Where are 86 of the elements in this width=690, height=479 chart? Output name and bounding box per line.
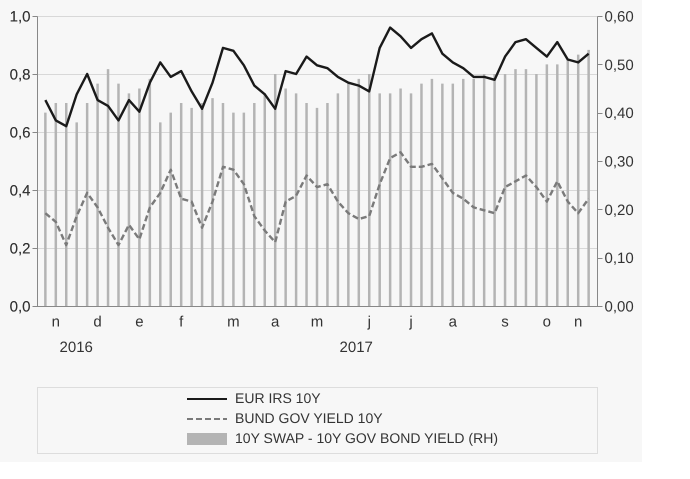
bar xyxy=(556,64,559,306)
y-tick-label: 0,4 xyxy=(10,182,30,200)
bar xyxy=(222,103,224,306)
y-tick-label: 0,0 xyxy=(10,298,30,316)
bar xyxy=(493,74,496,306)
bar xyxy=(264,93,266,306)
bar xyxy=(326,103,329,306)
bar xyxy=(316,108,318,306)
x-tick-label: m xyxy=(227,314,240,330)
bar xyxy=(410,93,412,306)
bar xyxy=(535,74,538,306)
bar xyxy=(347,84,350,306)
x-tick-label: a xyxy=(271,314,280,330)
bar xyxy=(430,78,434,306)
bar xyxy=(96,84,99,306)
bar xyxy=(587,50,590,306)
y2-tick-label: 0,50 xyxy=(604,56,634,74)
bar xyxy=(117,84,120,306)
bar xyxy=(169,112,172,306)
bar xyxy=(294,93,298,306)
bar xyxy=(420,84,423,306)
y-tick-label: 0,8 xyxy=(10,66,30,84)
bar xyxy=(399,88,402,306)
line-series xyxy=(44,26,590,128)
y-tick-label: 1,0 xyxy=(10,8,30,26)
bar xyxy=(200,103,204,306)
y2-tick-label: 0,40 xyxy=(604,105,634,122)
x-tick-label: f xyxy=(179,314,184,330)
legend-label: 10Y SWAP - 10Y GOV BOND YIELD (RH) xyxy=(235,430,498,446)
y2-tick-label: 0,20 xyxy=(604,202,634,219)
bar xyxy=(378,93,381,306)
bar xyxy=(336,93,340,306)
bar xyxy=(86,103,88,306)
x-tick-label: o xyxy=(542,314,552,330)
bar xyxy=(482,74,486,306)
bar xyxy=(274,74,276,306)
bar xyxy=(75,122,78,306)
bar xyxy=(180,103,182,306)
x-tick-label: a xyxy=(448,314,458,330)
bar xyxy=(388,93,392,306)
bar xyxy=(54,103,58,306)
y-tick-label: 0,6 xyxy=(10,124,30,142)
y2-tick-label: 0,00 xyxy=(604,298,634,316)
x-tick-label: n xyxy=(574,314,582,330)
bar xyxy=(159,122,162,306)
bar xyxy=(44,112,47,306)
x-tick-label: n xyxy=(52,314,60,330)
bar xyxy=(576,54,580,306)
bar xyxy=(106,69,110,306)
bar xyxy=(514,69,517,306)
bar xyxy=(472,78,475,306)
y2-tick-label: 0,30 xyxy=(604,154,634,170)
bar xyxy=(253,103,256,306)
y2-tick-label: 0,60 xyxy=(604,8,634,26)
bar xyxy=(65,103,68,306)
text: 2016 xyxy=(60,339,93,356)
x-tick-label: d xyxy=(93,314,102,330)
y-tick-label: 0,2 xyxy=(10,240,30,258)
bar xyxy=(546,64,548,306)
bar xyxy=(232,112,235,306)
bar xyxy=(148,78,152,306)
legend-label: EUR IRS 10Y xyxy=(235,390,322,406)
bar xyxy=(462,78,465,306)
bar xyxy=(368,74,370,306)
x-tick-label: s xyxy=(501,314,509,330)
line-series xyxy=(44,151,590,246)
bar xyxy=(305,103,308,306)
bar xyxy=(284,88,287,306)
bar xyxy=(358,78,360,306)
x-tick-label: j xyxy=(366,314,371,330)
x-tick-label: m xyxy=(310,314,324,330)
y2-tick-label: 0,10 xyxy=(604,250,634,268)
bar xyxy=(128,93,130,306)
x-tick-label: e xyxy=(135,314,144,330)
legend-label: BUND GOV YIELD 10Y xyxy=(235,410,384,426)
bar xyxy=(441,84,444,306)
bar xyxy=(524,69,528,306)
bar xyxy=(452,84,454,306)
bar xyxy=(190,108,193,306)
x-tick-label: j xyxy=(408,314,413,330)
bar xyxy=(504,74,506,306)
bar xyxy=(211,98,214,306)
bar xyxy=(566,60,569,306)
text: 2017 xyxy=(340,339,373,356)
bar xyxy=(138,88,141,306)
bar xyxy=(242,112,246,306)
